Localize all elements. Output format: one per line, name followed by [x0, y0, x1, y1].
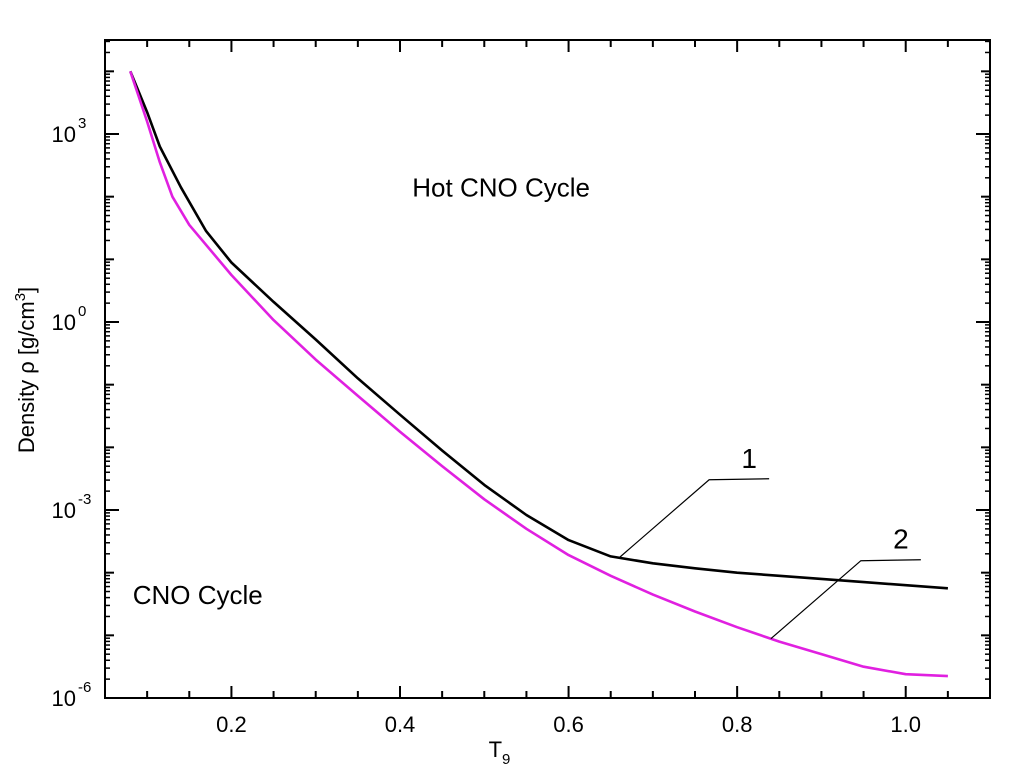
callout-label-2: 2	[893, 524, 909, 555]
series-callouts: 12	[618, 443, 921, 640]
series-line-1	[129, 70, 948, 590]
x-tick-label: 0.2	[216, 712, 247, 737]
x-tick-label: 1.0	[890, 712, 921, 737]
y-tick-exponent: 0	[78, 303, 86, 320]
axis-titles: T9 Density ρ [g/cm3]	[12, 287, 510, 768]
y-axis-title: Density ρ [g/cm3]	[12, 287, 39, 453]
x-tick-label: 0.6	[553, 712, 584, 737]
plot-frame	[104, 39, 991, 699]
region-annotation: CNO Cycle	[133, 580, 263, 610]
y-tick-exponent: 3	[78, 115, 86, 132]
callout-leader-1	[618, 478, 770, 559]
data-series	[129, 70, 948, 678]
y-tick-label: 10	[52, 498, 76, 523]
callout-leader-2	[770, 559, 921, 640]
x-axis-title: T9	[489, 737, 511, 768]
axis-ticks	[105, 40, 990, 699]
region-annotation: Hot CNO Cycle	[412, 173, 590, 203]
y-tick-label: 10	[52, 686, 76, 711]
y-tick-label: 10	[52, 122, 76, 147]
callout-label-1: 1	[741, 443, 757, 474]
x-tick-label: 0.4	[385, 712, 416, 737]
y-tick-label: 10	[52, 310, 76, 335]
series-line-2	[129, 70, 948, 678]
y-tick-exponent: -3	[78, 491, 91, 508]
y-tick-exponent: -6	[78, 679, 91, 696]
x-tick-label: 0.8	[722, 712, 753, 737]
annotations: Hot CNO Cycle CNO Cycle	[133, 173, 590, 610]
